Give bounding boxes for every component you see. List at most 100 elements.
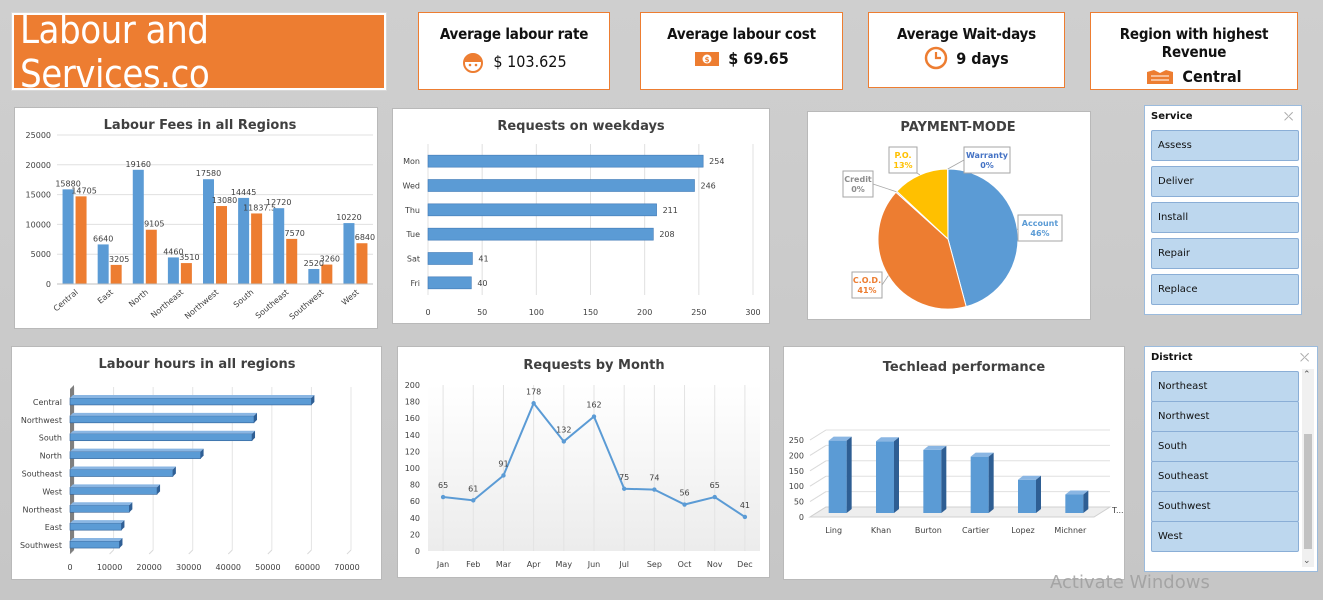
bar-side [894,437,899,513]
leader-line [947,159,965,170]
bar-series-b [110,264,122,284]
gridline-side [809,444,827,456]
slicer-item-install[interactable]: Install [1151,202,1299,233]
slice-name: Warranty [966,151,1009,160]
data-label: 7570 [285,229,305,238]
chart-title: Labour hours in all regions [99,357,296,372]
data-label: 19160 [126,160,151,169]
bar-top [70,538,123,542]
y-tick-label: 5000 [31,250,51,259]
slicer-item-southwest[interactable]: Southwest [1151,491,1299,522]
slicer-item-southeast[interactable]: Southeast [1151,461,1299,492]
data-label: 178 [526,387,541,396]
bar-top [70,412,258,416]
y-tick-label: 60 [410,497,420,506]
scroll-thumb[interactable] [1304,434,1312,549]
x-tick-label: North [127,288,150,309]
bar-series-b [251,213,263,284]
slicer-scrollbar[interactable]: ⌃ ⌄ [1302,369,1314,567]
x-tick-label: Feb [466,560,480,569]
bar-top [1065,490,1089,495]
data-point [531,401,536,406]
leader-line [872,183,897,193]
x-tick-label: East [96,288,115,306]
bar [1018,479,1036,513]
bar-end [172,466,176,477]
x-tick-label: Michner [1054,526,1087,535]
weekday-requests-chart-panel[interactable]: Requests on weekdays 0 50 100 150 200 250 300 M… [392,108,770,324]
payment-mode-chart-panel[interactable]: PAYMENT-MODE Account 46% C.O.D. 41% Credit 0%… [807,111,1091,320]
bar-series-a [238,197,250,284]
data-label: 13080 [212,196,237,205]
bar-series-a [203,179,214,284]
y-tick-label: 0 [415,547,420,556]
x-tick-label: 0 [67,563,72,572]
techlead-performance-chart-panel[interactable]: Techlead performance 0 50 100 150 200 250 Ling… [783,346,1125,580]
data-label: 211 [663,206,678,215]
slice-percent: 41% [857,286,876,295]
x-tick-label: Khan [871,526,891,535]
slicer-item-repair[interactable]: Repair [1151,238,1299,269]
data-label-box [888,146,918,174]
chart-title: PAYMENT-MODE [900,120,1015,135]
scroll-up-icon[interactable]: ⌃ [1303,370,1311,380]
data-label: 3260 [320,255,340,264]
clear-filter-icon[interactable]: ⤫ [1300,351,1309,364]
kpi-value: $ 69.65 [728,49,789,68]
x-tick-label: Northeast [149,288,185,320]
bar-top [70,466,176,470]
bar-top [70,502,133,506]
data-label: 14705 [71,186,96,195]
y-tick-label: Tue [405,230,420,239]
data-point [501,473,506,478]
data-label: 61 [468,484,478,493]
slicer-item-northwest[interactable]: Northwest [1151,401,1299,432]
x-tick-label: 20000 [136,563,161,572]
scroll-down-icon[interactable]: ⌄ [1303,556,1311,566]
bar-series-a [343,223,355,284]
clear-filter-icon[interactable]: ⤫ [1284,110,1293,123]
data-point [652,487,657,492]
x-tick-label: 0 [425,308,430,317]
slicer-item-south[interactable]: South [1151,431,1299,462]
slicer-item-west[interactable]: West [1151,521,1299,552]
y-tick-label: East [45,523,62,532]
x-tick-label: Central [52,288,80,314]
slice-name: Account [1022,219,1059,228]
data-label-box [1017,214,1063,242]
bar-top [70,394,315,398]
slice-percent: 13% [893,161,912,170]
bar-top [923,445,947,450]
bar-top [1018,475,1041,480]
labour-fees-chart-panel[interactable]: Labour Fees in all Regions 0 5000 10000 150… [14,107,378,329]
y-tick-label: Thu [404,206,420,215]
bar [427,154,704,168]
slicer-item-assess[interactable]: Assess [1151,130,1299,161]
data-point [561,439,567,444]
x-tick-label: 10000 [97,563,122,572]
map-region-icon [1147,69,1174,84]
y-tick-label: 150 [789,467,804,476]
y-tick-label: 250 [789,436,804,445]
data-point [621,486,627,491]
monthly-requests-chart-panel[interactable]: Requests by Month 0 20 40 60 80 100 120 140 160 1… [397,346,770,578]
chart-title: Labour Fees in all Regions [104,118,297,133]
y-tick-label: 200 [789,451,804,460]
data-label: 9105 [144,220,164,229]
slice-percent: 0% [851,185,865,194]
bar [69,522,122,531]
slicer-item-northeast[interactable]: Northeast [1151,371,1299,402]
techlead-performance-chart: Techlead performance 0 50 100 150 200 250 Ling… [789,360,1124,535]
data-label: 6640 [93,234,113,243]
slicer-item-replace[interactable]: Replace [1151,274,1299,305]
bar-series-b [145,229,157,284]
chart-title: Requests by Month [523,358,664,373]
labour-hours-chart-panel[interactable]: Labour hours in all regions 0 10000 20000 3… [11,346,382,580]
service-slicer: Service ⤫ Assess Deliver Install Repair … [1144,105,1302,315]
bar-series-b [75,196,87,284]
gridline-foot [188,549,194,555]
kpi-average-wait-days: Average Wait-days 9 days [868,12,1065,88]
y-tick-label: 20 [410,530,420,539]
data-point [742,514,748,520]
slicer-item-deliver[interactable]: Deliver [1151,166,1299,197]
